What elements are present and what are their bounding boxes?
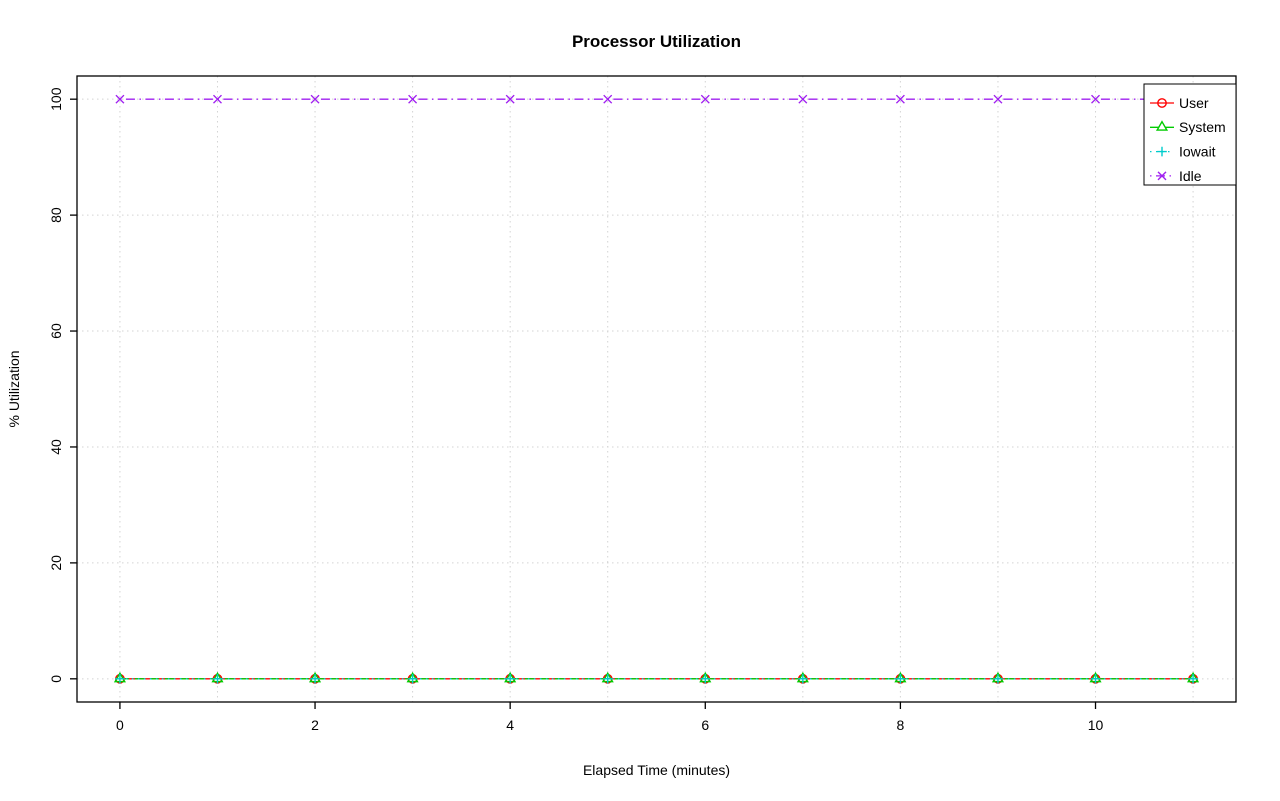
series-iowait-marker	[798, 674, 808, 684]
legend-box	[1143, 83, 1237, 186]
x-tick-label: 4	[506, 717, 514, 733]
series-iowait-marker	[602, 674, 613, 684]
y-tick-label: 100	[48, 87, 64, 111]
series-idle-marker	[115, 94, 125, 104]
legend-marker-user	[1157, 98, 1167, 108]
y-tick-label: 20	[48, 555, 64, 571]
series-iowait-marker	[115, 674, 125, 684]
series-iowait-marker	[212, 674, 223, 684]
y-tick-label: 0	[48, 675, 64, 683]
legend-label-user: User	[1179, 95, 1209, 111]
y-tick-label: 40	[48, 439, 64, 455]
plot-border	[76, 75, 1237, 703]
y-tick-label: 60	[48, 323, 64, 339]
x-axis-label: Elapsed Time (minutes)	[582, 762, 731, 778]
series-idle-marker	[993, 94, 1003, 104]
legend-label-iowait: Iowait	[1179, 144, 1216, 160]
series-idle-marker	[895, 94, 905, 104]
x-tick-label: 10	[1088, 717, 1104, 733]
chart-title: Processor Utilization	[571, 32, 742, 51]
series-iowait-marker	[700, 674, 711, 684]
series-idle-marker	[700, 94, 710, 104]
legend-marker-idle	[1157, 171, 1167, 181]
series-iowait-marker	[895, 674, 906, 684]
legend-label-idle: Idle	[1179, 168, 1202, 184]
legend-marker-iowait	[1157, 146, 1167, 157]
series-iowait-marker	[1188, 674, 1198, 684]
series-idle-marker	[505, 94, 515, 104]
series-iowait-marker	[993, 674, 1003, 684]
series-idle-marker	[1091, 94, 1101, 104]
series-idle-marker	[212, 94, 222, 104]
series-idle-marker	[310, 94, 320, 104]
series-iowait-marker	[407, 674, 418, 684]
x-tick-label: 2	[311, 717, 319, 733]
legend-marker-system	[1155, 120, 1169, 131]
x-tick-label: 8	[896, 717, 904, 733]
series-idle-marker	[408, 94, 418, 104]
series-iowait-marker	[310, 674, 320, 684]
legend-label-system: System	[1179, 119, 1226, 135]
x-tick-label: 0	[116, 717, 124, 733]
series-iowait-marker	[505, 674, 515, 684]
series-idle-marker	[798, 94, 808, 104]
x-tick-label: 6	[701, 717, 709, 733]
series-iowait-marker	[1090, 674, 1101, 684]
y-tick-label: 80	[48, 207, 64, 223]
series-idle-marker	[603, 94, 613, 104]
